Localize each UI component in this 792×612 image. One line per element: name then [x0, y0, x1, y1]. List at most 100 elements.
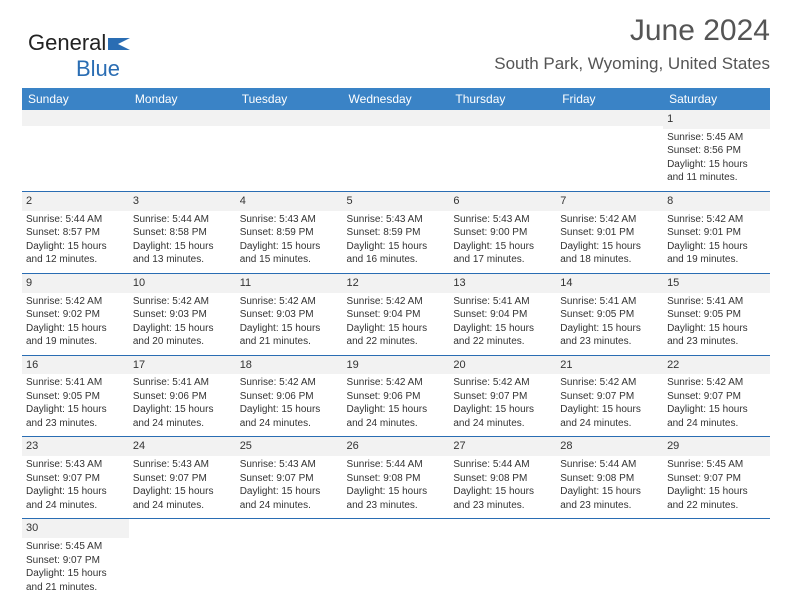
calendar-cell: 30 Sunrise: 5:45 AMSunset: 9:07 PMDayligh… [22, 519, 129, 600]
calendar-cell: 21Sunrise: 5:42 AMSunset: 9:07 PMDayligh… [556, 355, 663, 437]
day-details: Sunrise: 5:42 AMSunset: 9:03 PMDaylight:… [240, 295, 339, 349]
day-details: Sunrise: 5:43 AMSunset: 8:59 PMDaylight:… [347, 213, 446, 267]
calendar-cell: 3 Sunrise: 5:44 AMSunset: 8:58 PMDaylight… [129, 191, 236, 273]
daynum: 16 [22, 356, 129, 375]
calendar-body: 1 Sunrise: 5:45 AMSunset: 8:56 PMDaylight… [22, 110, 770, 600]
day-details: Sunrise: 5:44 AMSunset: 9:08 PMDaylight:… [453, 458, 552, 512]
calendar-cell [343, 110, 450, 191]
calendar-cell: 17Sunrise: 5:41 AMSunset: 9:06 PMDayligh… [129, 355, 236, 437]
calendar-cell [22, 110, 129, 191]
day-details: Sunrise: 5:43 AMSunset: 8:59 PMDaylight:… [240, 213, 339, 267]
day-details: Sunrise: 5:42 AMSunset: 9:01 PMDaylight:… [560, 213, 659, 267]
calendar-row: 23Sunrise: 5:43 AMSunset: 9:07 PMDayligh… [22, 437, 770, 519]
daynum: 30 [22, 519, 129, 538]
daynum-empty [556, 110, 663, 126]
day-details: Sunrise: 5:45 AMSunset: 8:56 PMDaylight:… [667, 131, 766, 185]
day-details: Sunrise: 5:41 AMSunset: 9:06 PMDaylight:… [133, 376, 232, 430]
day-details: Sunrise: 5:44 AMSunset: 8:57 PMDaylight:… [26, 213, 125, 267]
day-details: Sunrise: 5:42 AMSunset: 9:04 PMDaylight:… [347, 295, 446, 349]
day-details: Sunrise: 5:42 AMSunset: 9:06 PMDaylight:… [347, 376, 446, 430]
calendar-cell: 5Sunrise: 5:43 AMSunset: 8:59 PMDaylight… [343, 191, 450, 273]
header: General Blue June 2024 South Park, Wyomi… [0, 0, 792, 80]
calendar-row: 30 Sunrise: 5:45 AMSunset: 9:07 PMDayligh… [22, 519, 770, 600]
daynum: 6 [449, 192, 556, 211]
daynum: 8 [663, 192, 770, 211]
calendar-cell [556, 110, 663, 191]
day-details: Sunrise: 5:45 AMSunset: 9:07 PMDaylight:… [26, 540, 125, 594]
calendar-cell: 27 Sunrise: 5:44 AMSunset: 9:08 PMDayligh… [449, 437, 556, 519]
calendar-cell: 4 Sunrise: 5:43 AMSunset: 8:59 PMDaylight… [236, 191, 343, 273]
day-details: Sunrise: 5:41 AMSunset: 9:05 PMDaylight:… [26, 376, 125, 430]
calendar-cell: 15Sunrise: 5:41 AMSunset: 9:05 PMDayligh… [663, 273, 770, 355]
calendar-cell [663, 519, 770, 600]
calendar-cell: 28Sunrise: 5:44 AMSunset: 9:08 PMDayligh… [556, 437, 663, 519]
day-details: Sunrise: 5:42 AMSunset: 9:06 PMDaylight:… [240, 376, 339, 430]
calendar-row: 16Sunrise: 5:41 AMSunset: 9:05 PMDayligh… [22, 355, 770, 437]
daynum: 26 [343, 437, 450, 456]
calendar-table: SundayMondayTuesdayWednesdayThursdayFrid… [22, 88, 770, 600]
day-details: Sunrise: 5:43 AMSunset: 9:00 PMDaylight:… [453, 213, 552, 267]
day-details: Sunrise: 5:41 AMSunset: 9:05 PMDaylight:… [560, 295, 659, 349]
daynum: 29 [663, 437, 770, 456]
calendar-cell [343, 519, 450, 600]
col-header: Tuesday [236, 88, 343, 110]
col-header: Friday [556, 88, 663, 110]
col-header: Thursday [449, 88, 556, 110]
daynum: 13 [449, 274, 556, 293]
calendar-cell [556, 519, 663, 600]
daynum: 12 [343, 274, 450, 293]
calendar-cell: 25Sunrise: 5:43 AMSunset: 9:07 PMDayligh… [236, 437, 343, 519]
daynum: 3 [129, 192, 236, 211]
col-header: Monday [129, 88, 236, 110]
daynum: 23 [22, 437, 129, 456]
day-details: Sunrise: 5:44 AMSunset: 8:58 PMDaylight:… [133, 213, 232, 267]
daynum: 25 [236, 437, 343, 456]
daynum-empty [129, 110, 236, 126]
calendar-cell: 23 Sunrise: 5:43 AMSunset: 9:07 PMDayligh… [22, 437, 129, 519]
calendar-row: 2 Sunrise: 5:44 AMSunset: 8:57 PMDaylight… [22, 191, 770, 273]
daynum: 10 [129, 274, 236, 293]
calendar-cell: 6 Sunrise: 5:43 AMSunset: 9:00 PMDaylight… [449, 191, 556, 273]
daynum-empty [22, 110, 129, 126]
daynum: 9 [22, 274, 129, 293]
day-details: Sunrise: 5:43 AMSunset: 9:07 PMDaylight:… [26, 458, 125, 512]
calendar-row: 9 Sunrise: 5:42 AMSunset: 9:02 PMDaylight… [22, 273, 770, 355]
col-header: Saturday [663, 88, 770, 110]
calendar-cell: 29Sunrise: 5:45 AMSunset: 9:07 PMDayligh… [663, 437, 770, 519]
brand-logo: General Blue [28, 30, 134, 82]
day-details: Sunrise: 5:44 AMSunset: 9:08 PMDaylight:… [560, 458, 659, 512]
daynum-empty [449, 110, 556, 126]
calendar-cell: 10Sunrise: 5:42 AMSunset: 9:03 PMDayligh… [129, 273, 236, 355]
daynum: 18 [236, 356, 343, 375]
daynum: 22 [663, 356, 770, 375]
calendar-cell: 16Sunrise: 5:41 AMSunset: 9:05 PMDayligh… [22, 355, 129, 437]
calendar-row: 1 Sunrise: 5:45 AMSunset: 8:56 PMDaylight… [22, 110, 770, 191]
daynum: 19 [343, 356, 450, 375]
day-details: Sunrise: 5:41 AMSunset: 9:04 PMDaylight:… [453, 295, 552, 349]
day-details: Sunrise: 5:42 AMSunset: 9:07 PMDaylight:… [453, 376, 552, 430]
day-details: Sunrise: 5:43 AMSunset: 9:07 PMDaylight:… [133, 458, 232, 512]
calendar-cell [236, 110, 343, 191]
calendar-cell: 18Sunrise: 5:42 AMSunset: 9:06 PMDayligh… [236, 355, 343, 437]
daynum: 1 [663, 110, 770, 129]
day-details: Sunrise: 5:42 AMSunset: 9:02 PMDaylight:… [26, 295, 125, 349]
calendar-cell [449, 110, 556, 191]
calendar-cell: 11Sunrise: 5:42 AMSunset: 9:03 PMDayligh… [236, 273, 343, 355]
calendar-cell: 8Sunrise: 5:42 AMSunset: 9:01 PMDaylight… [663, 191, 770, 273]
daynum: 27 [449, 437, 556, 456]
calendar-cell: 12 Sunrise: 5:42 AMSunset: 9:04 PMDayligh… [343, 273, 450, 355]
daynum: 20 [449, 356, 556, 375]
brand-text-2: Blue [76, 56, 120, 81]
col-header: Sunday [22, 88, 129, 110]
daynum: 17 [129, 356, 236, 375]
daynum: 4 [236, 192, 343, 211]
daynum: 2 [22, 192, 129, 211]
day-details: Sunrise: 5:44 AMSunset: 9:08 PMDaylight:… [347, 458, 446, 512]
calendar-cell: 13 Sunrise: 5:41 AMSunset: 9:04 PMDayligh… [449, 273, 556, 355]
calendar-cell: 20Sunrise: 5:42 AMSunset: 9:07 PMDayligh… [449, 355, 556, 437]
day-details: Sunrise: 5:42 AMSunset: 9:07 PMDaylight:… [667, 376, 766, 430]
daynum: 7 [556, 192, 663, 211]
daynum: 14 [556, 274, 663, 293]
calendar-cell [129, 110, 236, 191]
daynum: 24 [129, 437, 236, 456]
